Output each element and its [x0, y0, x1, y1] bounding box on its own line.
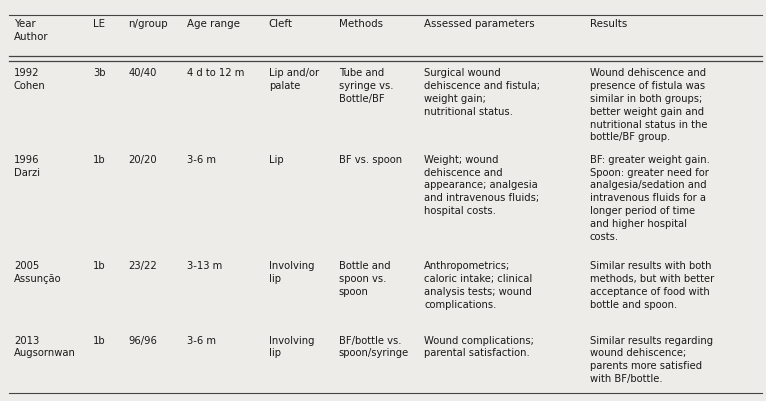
Text: 3-13 m: 3-13 m — [187, 261, 222, 271]
Text: Age range: Age range — [187, 19, 240, 29]
Text: Involving
lip: Involving lip — [269, 261, 314, 284]
Text: n/group: n/group — [128, 19, 168, 29]
Text: Similar results with both
methods, but with better
acceptance of food with
bottl: Similar results with both methods, but w… — [590, 261, 714, 309]
Text: 2005
Assunção: 2005 Assunção — [14, 261, 61, 284]
Text: 3b: 3b — [93, 68, 106, 78]
Text: 1992
Cohen: 1992 Cohen — [14, 68, 45, 91]
Text: Lip and/or
palate: Lip and/or palate — [269, 68, 319, 91]
Text: 2013
Augsornwan: 2013 Augsornwan — [14, 335, 76, 358]
Text: Assessed parameters: Assessed parameters — [424, 19, 535, 29]
Text: Year
Author: Year Author — [14, 19, 48, 42]
Text: Tube and
syringe vs.
Bottle/BF: Tube and syringe vs. Bottle/BF — [339, 68, 393, 104]
Text: 40/40: 40/40 — [128, 68, 156, 78]
Text: 4 d to 12 m: 4 d to 12 m — [187, 68, 244, 78]
Text: Cleft: Cleft — [269, 19, 293, 29]
Text: 1996
Darzi: 1996 Darzi — [14, 154, 40, 177]
Text: Wound complications;
parental satisfaction.: Wound complications; parental satisfacti… — [424, 335, 534, 358]
Text: 23/22: 23/22 — [128, 261, 157, 271]
Text: 1b: 1b — [93, 154, 106, 164]
Text: 1b: 1b — [93, 261, 106, 271]
Text: BF/bottle vs.
spoon/syringe: BF/bottle vs. spoon/syringe — [339, 335, 409, 358]
Text: 1b: 1b — [93, 335, 106, 345]
Text: LE: LE — [93, 19, 105, 29]
Text: Weight; wound
dehiscence and
appearance; analgesia
and intravenous fluids;
hospi: Weight; wound dehiscence and appearance;… — [424, 154, 539, 215]
Text: Anthropometrics;
caloric intake; clinical
analysis tests; wound
complications.: Anthropometrics; caloric intake; clinica… — [424, 261, 532, 309]
Text: 20/20: 20/20 — [128, 154, 157, 164]
Text: 3-6 m: 3-6 m — [187, 154, 216, 164]
Text: 3-6 m: 3-6 m — [187, 335, 216, 345]
Text: Methods: Methods — [339, 19, 383, 29]
Text: BF: greater weight gain.
Spoon: greater need for
analgesia/sedation and
intraven: BF: greater weight gain. Spoon: greater … — [590, 154, 710, 241]
Text: Wound dehiscence and
presence of fistula was
similar in both groups;
better weig: Wound dehiscence and presence of fistula… — [590, 68, 708, 142]
Text: Involving
lip: Involving lip — [269, 335, 314, 358]
Text: Surgical wound
dehiscence and fistula;
weight gain;
nutritional status.: Surgical wound dehiscence and fistula; w… — [424, 68, 540, 116]
Text: BF vs. spoon: BF vs. spoon — [339, 154, 401, 164]
Text: 96/96: 96/96 — [128, 335, 157, 345]
Text: Bottle and
spoon vs.
spoon: Bottle and spoon vs. spoon — [339, 261, 390, 296]
Text: Lip: Lip — [269, 154, 283, 164]
Text: Results: Results — [590, 19, 627, 29]
Text: Similar results regarding
wound dehiscence;
parents more satisfied
with BF/bottl: Similar results regarding wound dehiscen… — [590, 335, 713, 383]
